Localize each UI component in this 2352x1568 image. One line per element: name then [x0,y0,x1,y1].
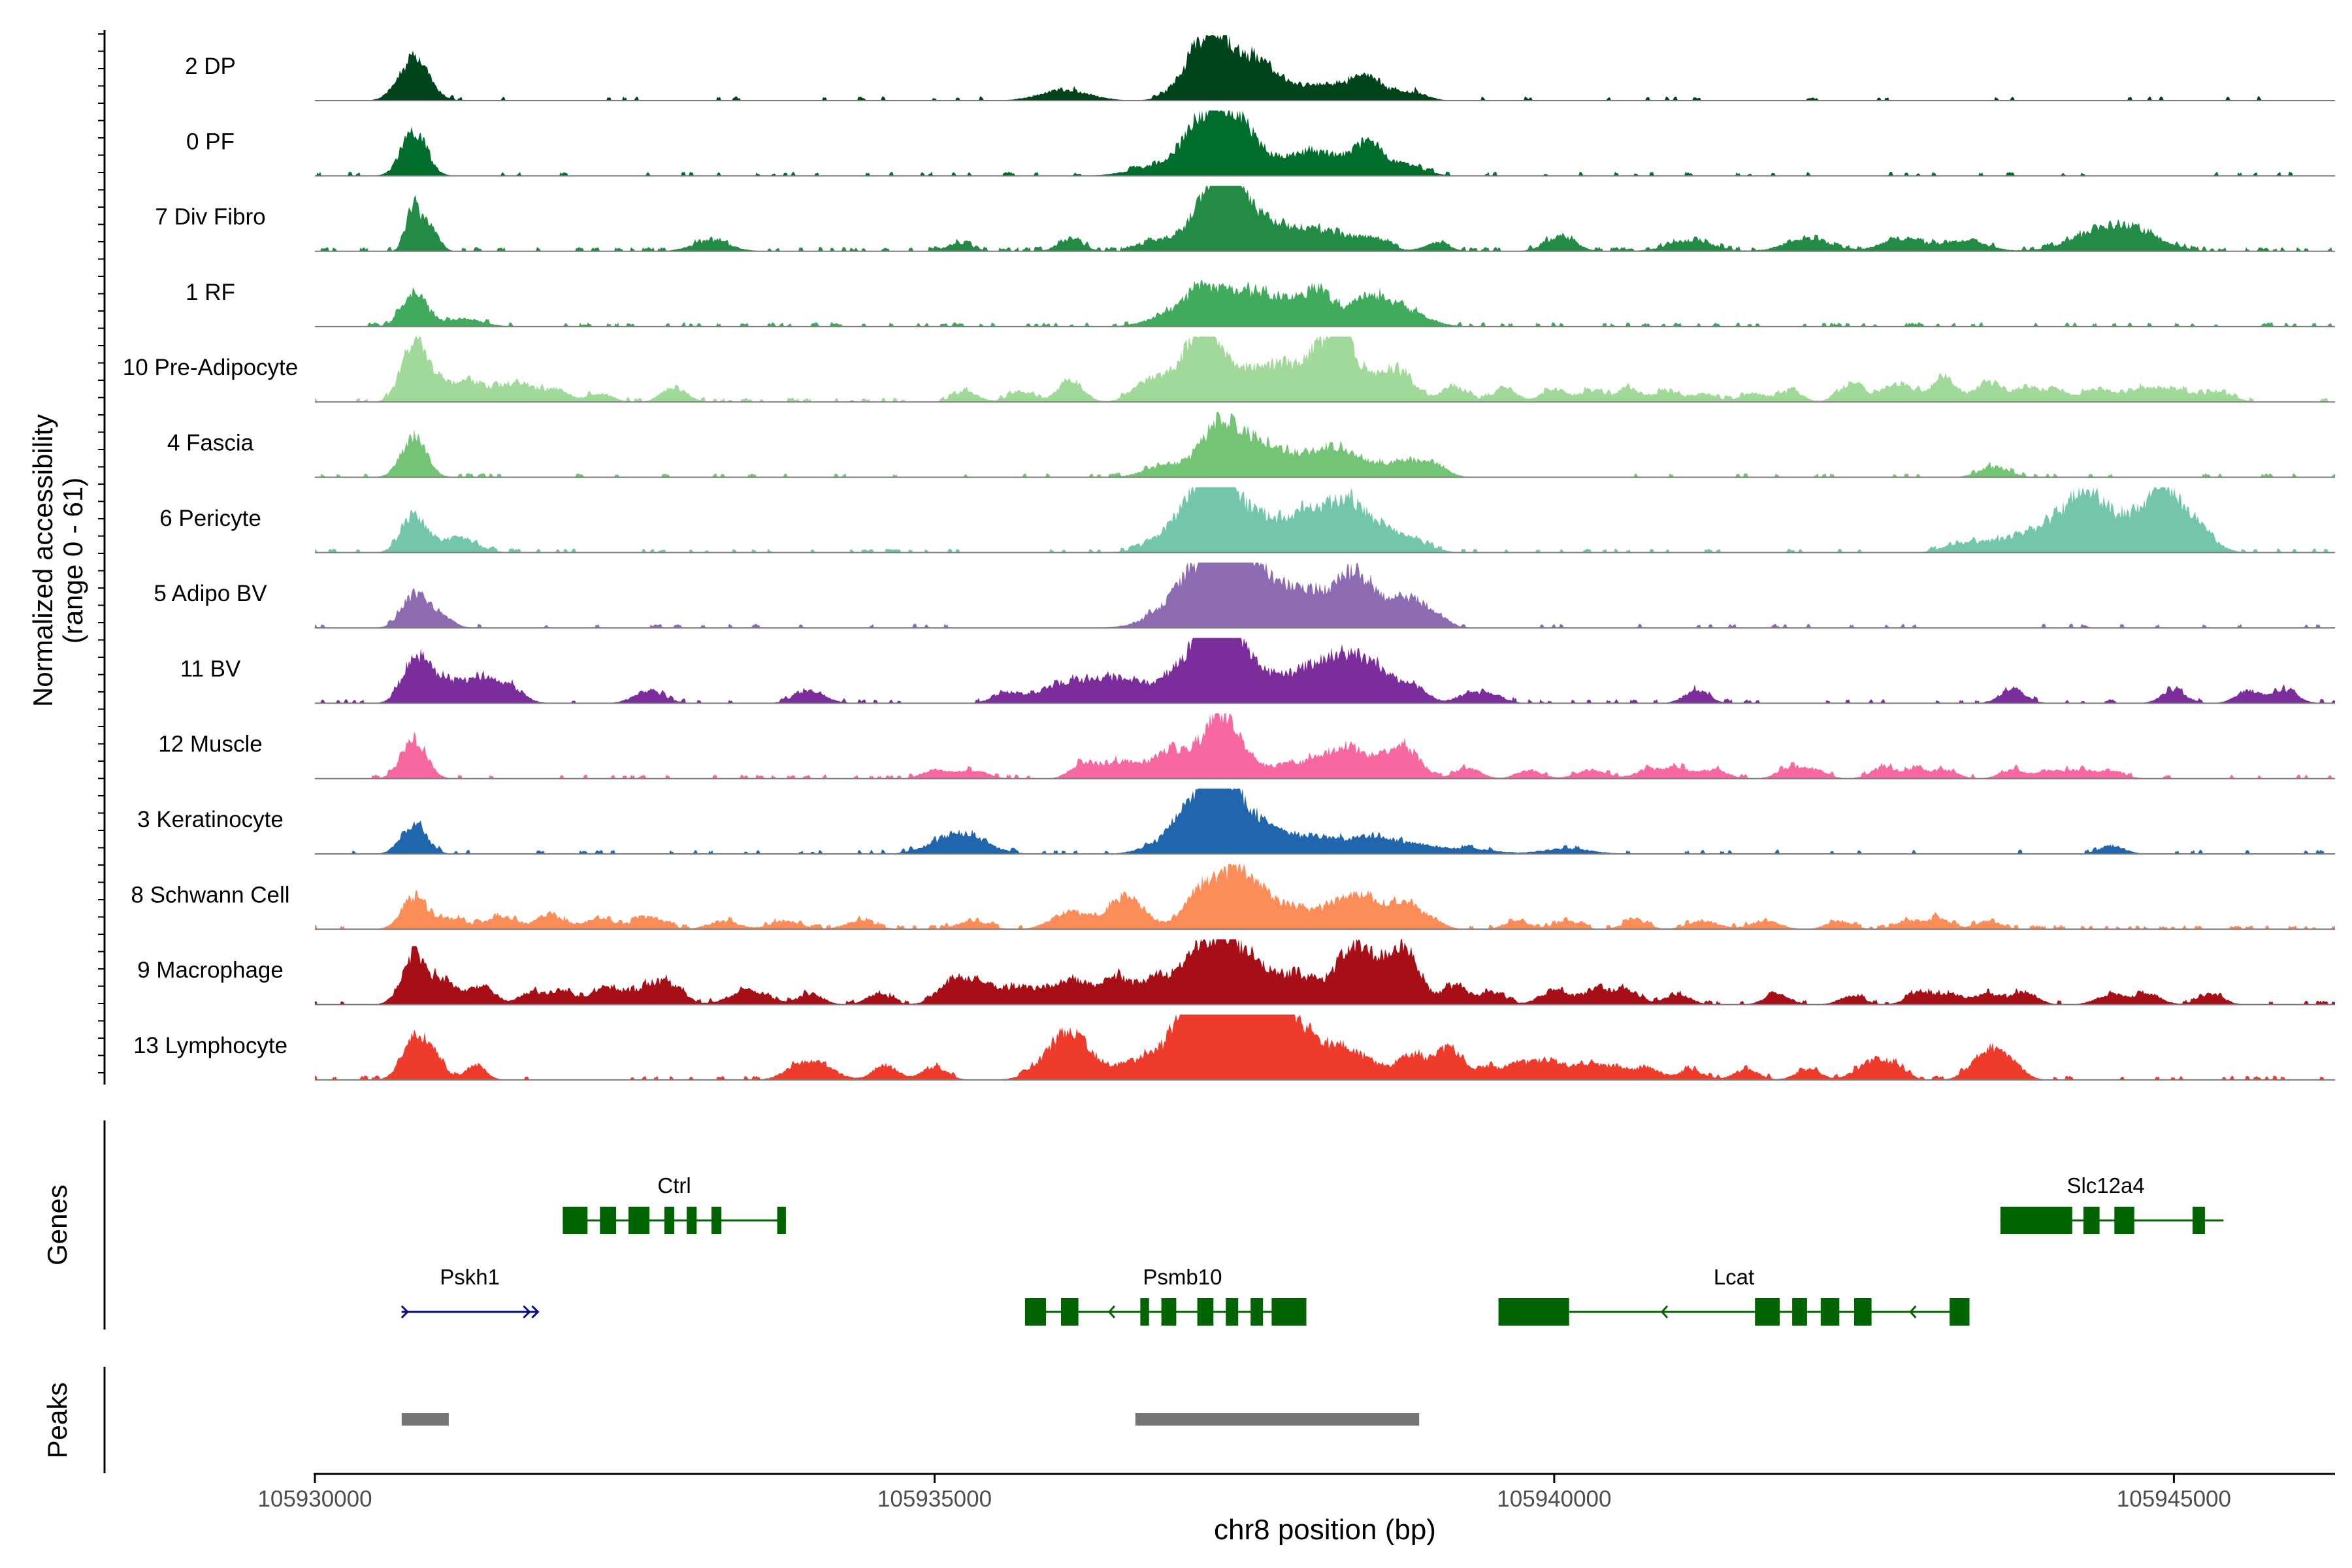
strand-arrow [523,1305,540,1319]
y-axis-label-line1: Normalized accessibility [27,414,58,707]
gene-exon [628,1207,650,1234]
strand-arrow [1909,1305,1917,1318]
genes-panel-label: Genes [42,1184,73,1266]
gene-exon [1854,1298,1872,1326]
coverage-area [315,939,2335,1005]
gene-exon [1161,1298,1177,1326]
track-label: 4 Fascia [167,431,254,456]
gene-exon [1250,1298,1264,1326]
track-label: 12 Muscle [158,732,263,757]
y-axis-label-line2: (range 0 - 61) [57,478,88,644]
gene-exon [1061,1298,1079,1326]
coverage-area [315,563,2335,629]
gene-label: Psmb10 [1143,1265,1222,1289]
gene-exon [2114,1207,2134,1234]
peak-region [401,1413,449,1426]
track-label: 9 Macrophage [137,958,284,983]
peak-regions [401,1413,1420,1426]
gene-models: Ctrl Slc12a4 Pskh1 Psmb10 Lcat [400,1173,2224,1326]
gene-exon [687,1207,697,1234]
track-label: 0 PF [186,129,235,154]
x-tick-label: 105945000 [2117,1486,2231,1512]
gene-exon [711,1207,722,1234]
gene-label: Slc12a4 [2066,1173,2144,1198]
coverage-area [315,110,2335,176]
coverage-area [315,1014,2335,1080]
x-tick-label: 105930000 [257,1486,372,1512]
x-tick-label: 105935000 [877,1486,992,1512]
strand-arrow [1660,1305,1669,1318]
gene-exon [600,1207,616,1234]
coverage-area [315,713,2335,779]
track-label: 5 Adipo BV [154,581,267,606]
coverage-area [315,789,2335,854]
gene-exon [1271,1298,1307,1326]
gene-exon [563,1207,588,1234]
peaks-panel-label: Peaks [42,1382,73,1459]
gene-exon [1792,1298,1807,1326]
coverage-area [315,186,2335,252]
x-axis-ticks: 105930000 105935000 105940000 105945000 [257,1474,2231,1512]
gene-exon [1140,1298,1149,1326]
coverage-area [315,412,2335,478]
coverage-tracks: 2 DP 0 PF 7 Div Fibro 1 RF 10 Pre-Adipocyte 4… [123,35,2335,1081]
x-axis-label: chr8 position (bp) [1214,1514,1436,1546]
track-label: 13 Lymphocyte [133,1033,287,1058]
gene-exon [2083,1207,2100,1234]
track-label: 3 Keratinocyte [137,807,284,832]
gene-exon [1197,1298,1214,1326]
coverage-area [315,864,2335,930]
coverage-area [315,280,2335,327]
track-label: 2 DP [185,54,236,79]
track-label: 10 Pre-Adipocyte [123,355,298,380]
gene-exon [664,1207,675,1234]
track-label: 7 Div Fibro [155,204,265,230]
gene-exon [1755,1298,1780,1326]
coverage-area [315,487,2335,553]
gene-exon [1498,1298,1569,1326]
coverage-area [315,336,2335,402]
gene-exon [1024,1298,1047,1326]
gene-label: Pskh1 [440,1265,500,1289]
gene-exon [777,1207,786,1234]
strand-arrow [1107,1305,1116,1318]
coverage-area [315,638,2335,704]
gene-label: Ctrl [657,1173,691,1198]
gene-exon [2000,1207,2072,1234]
strand-arrow [400,1305,409,1319]
gene-label: Lcat [1714,1265,1754,1289]
gene-exon [2192,1207,2205,1234]
coverage-y-axis-ticks [98,33,105,1073]
coverage-area [315,35,2335,101]
track-label: 6 Pericyte [159,506,261,531]
gene-exon [1950,1298,1970,1326]
x-tick-label: 105940000 [1497,1486,1611,1512]
track-label: 11 BV [180,656,241,681]
peak-region [1135,1413,1420,1426]
track-label: 8 Schwann Cell [131,882,289,907]
gene-exon [1820,1298,1840,1326]
track-label: 1 RF [186,280,235,305]
gene-exon [1226,1298,1239,1326]
